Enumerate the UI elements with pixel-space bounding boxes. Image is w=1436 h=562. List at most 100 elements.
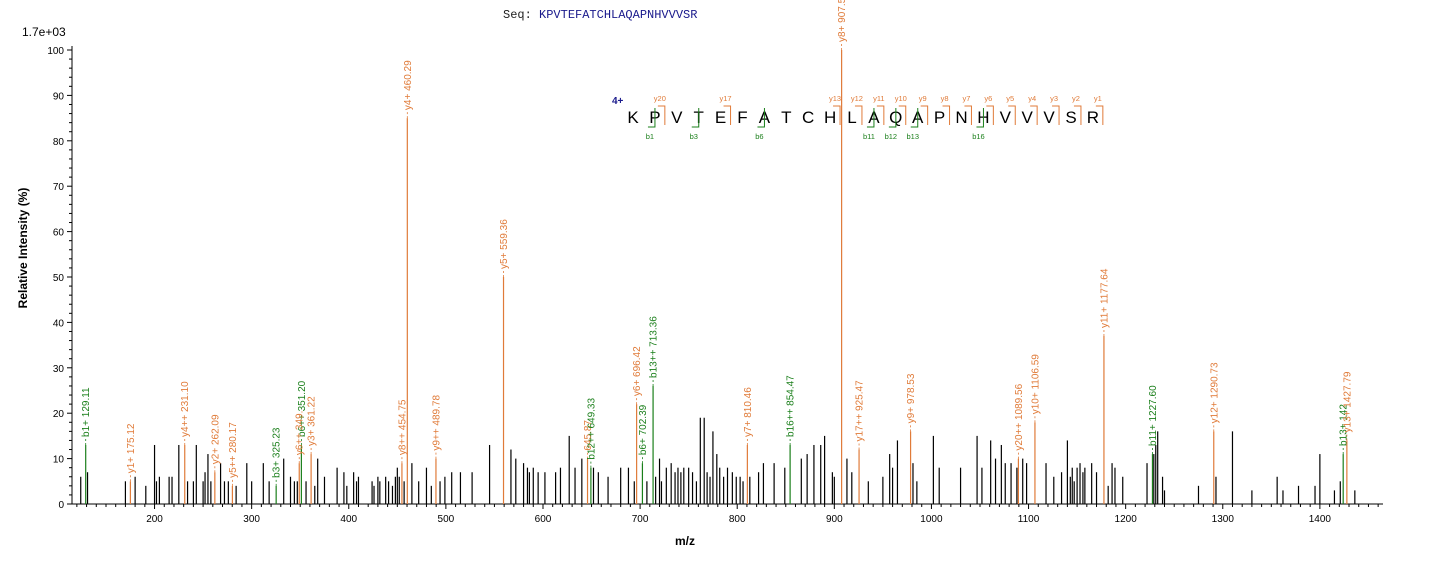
peak-label: y1+ 175.12	[126, 423, 137, 473]
y-cleavage-label: y8	[941, 94, 949, 103]
peak-label: y17++ 925.47	[855, 380, 866, 442]
residue: V	[1000, 108, 1012, 127]
peak-label: b11+ 1227.60	[1148, 385, 1159, 446]
y-tick-label: 100	[47, 46, 64, 57]
residue: V	[1022, 108, 1034, 127]
peak-label: b6+ 702.39	[638, 404, 649, 455]
y-tick-label: 70	[53, 182, 65, 193]
y-cleavage-mark	[657, 105, 666, 125]
x-axis-label: m/z	[675, 534, 695, 548]
residue: H	[824, 108, 836, 127]
y-cleavage-label: y10	[895, 94, 907, 103]
y-tick-label: 80	[53, 137, 65, 148]
y-cleavage-mark	[723, 105, 732, 125]
residue: K	[627, 108, 639, 127]
b-cleavage-mark	[691, 108, 700, 128]
peak-label: y5++ 280.17	[228, 422, 239, 478]
y-cleavage-mark	[1030, 105, 1038, 125]
x-tick-label: 400	[340, 514, 357, 525]
y-cleavage-mark	[876, 105, 885, 125]
b-cleavage-label: b6	[755, 132, 763, 141]
x-tick-label: 1000	[920, 514, 943, 525]
max-intensity-label: 1.7e+03	[22, 25, 66, 39]
b-cleavage-mark	[866, 108, 875, 128]
peak-label: b1+ 129.11	[81, 387, 92, 437]
peak-label: 645.87	[583, 420, 594, 451]
y-tick-label: 0	[58, 500, 64, 511]
b-cleavage-label: b12	[885, 132, 898, 141]
y-cleavage-mark	[898, 105, 907, 125]
x-tick-label: 800	[729, 514, 746, 525]
x-tick-label: 1100	[1018, 514, 1040, 525]
residue: P	[934, 108, 945, 127]
y-tick-label: 50	[53, 273, 65, 284]
y-cleavage-mark	[964, 105, 972, 125]
y-cleavage-label: y4	[1028, 94, 1036, 103]
peak-label: y9++ 489.78	[431, 395, 442, 451]
x-tick-label: 1400	[1309, 514, 1332, 525]
b-cleavage-mark	[888, 108, 897, 128]
y-cleavage-label: y11	[873, 94, 885, 103]
y-cleavage-label: y20	[654, 94, 666, 103]
y-cleavage-label: y5	[1006, 94, 1014, 103]
y-cleavage-mark	[1095, 105, 1104, 125]
peak-label: b12++ 649.33	[586, 398, 597, 460]
b-cleavage-label: b3	[690, 132, 698, 141]
peak-label: y7+ 810.46	[743, 387, 754, 437]
peak-label: b13+ 142	[1339, 404, 1350, 446]
b-cleavage-mark	[976, 108, 984, 128]
residue: N	[955, 108, 967, 127]
peak-label: y10+ 1106.59	[1030, 354, 1041, 415]
y-tick-label: 10	[53, 455, 65, 466]
residue: T	[781, 108, 791, 127]
peak-label: y12+ 1290.73	[1209, 362, 1220, 423]
x-tick-label: 300	[243, 514, 260, 525]
b-cleavage-mark	[647, 108, 656, 128]
residue: R	[1087, 108, 1099, 127]
residue: S	[1065, 108, 1076, 127]
y-cleavage-label: y13	[829, 94, 841, 103]
charge-state-label: 4+	[612, 96, 624, 107]
b-cleavage-label: b11	[863, 132, 875, 141]
peak-label: y20++ 1089.56	[1014, 383, 1025, 450]
residue: E	[715, 108, 726, 127]
y-cleavage-label: y1	[1094, 94, 1102, 103]
y-tick-label: 90	[53, 91, 65, 102]
y-cleavage-mark	[986, 105, 994, 125]
y-cleavage-mark	[1052, 105, 1060, 125]
peak-label: b6++ 351.20	[297, 380, 308, 437]
peaks	[80, 50, 1356, 504]
y-cleavage-label: y7	[962, 94, 970, 103]
y-cleavage-label: y2	[1072, 94, 1080, 103]
y-cleavage-mark	[920, 105, 929, 125]
peak-label: y4++ 231.10	[180, 381, 191, 437]
x-tick-label: 500	[438, 514, 455, 525]
x-tick-label: 1200	[1115, 514, 1138, 525]
peak-annotations: b1+ 129.11 y1+ 175.12 y4++ 231.10 y2+ 262.0…	[81, 0, 1353, 486]
b-cleavage-mark	[757, 108, 765, 128]
peak-label: b13++ 713.36	[649, 316, 660, 378]
peak-label: y2+ 262.09	[210, 414, 221, 464]
x-tick-label: 600	[535, 514, 552, 525]
y-cleavage-label: y6	[984, 94, 992, 103]
y-axis-label: Relative Intensity (%)	[16, 188, 30, 309]
peak-label: y8++ 454.75	[397, 399, 408, 455]
residue: L	[847, 108, 856, 127]
sequence-label: Seq:	[503, 8, 532, 22]
peak-label: y13+ 1427.79	[1342, 371, 1353, 432]
sequence-value: KPVTEFATCHLAQAPNHVVVSR	[539, 8, 698, 22]
x-tick-label: 700	[632, 514, 649, 525]
y-cleavage-mark	[1008, 105, 1016, 125]
peak-label: y4+ 460.29	[403, 60, 414, 110]
y-cleavage-mark	[854, 105, 863, 125]
y-cleavage-label: y12	[851, 94, 863, 103]
y-cleavage-mark	[833, 105, 841, 125]
y-cleavage-mark	[1073, 105, 1082, 125]
y-tick-label: 30	[53, 364, 65, 375]
peak-label: y3+ 361.22	[307, 396, 318, 446]
x-tick-label: 200	[146, 514, 163, 525]
peak-label: y9+ 978.53	[906, 373, 917, 423]
residue: C	[802, 108, 814, 127]
